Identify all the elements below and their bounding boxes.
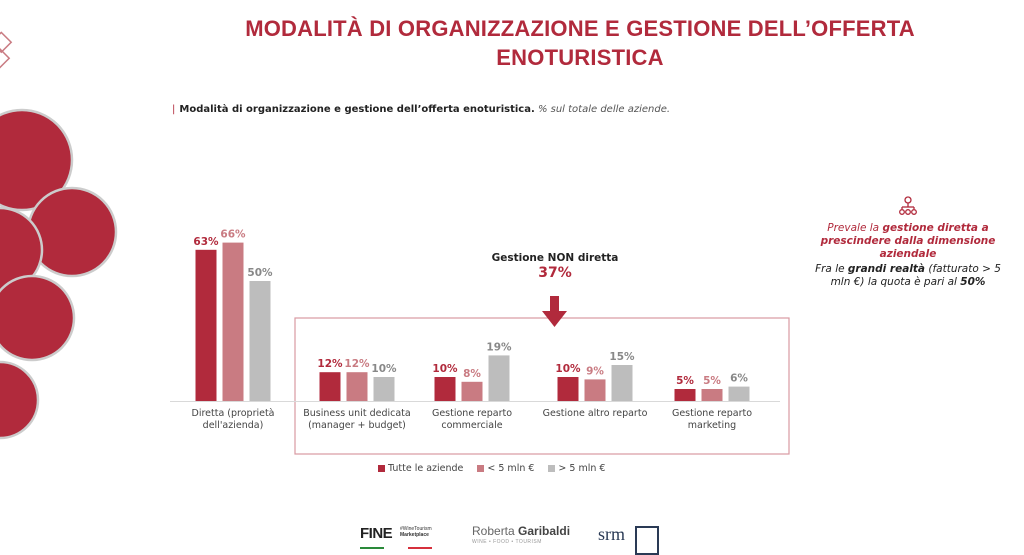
category-label: commerciale [441, 420, 502, 431]
chart-legend: Tutte le aziende < 5 mln € > 5 mln € [378, 463, 605, 474]
chart-subtitle: | Modalità di organizzazione e gestione d… [172, 104, 670, 115]
bar [674, 389, 696, 401]
bar [584, 379, 606, 401]
bar [222, 242, 244, 401]
bar [195, 249, 217, 401]
category-label: Diretta (proprietà [192, 408, 275, 419]
data-label: 8% [463, 368, 481, 380]
legend-item: > 5 mln € [548, 463, 605, 474]
category-label: marketing [688, 420, 736, 431]
data-label: 19% [486, 341, 512, 353]
data-label: 9% [586, 365, 604, 377]
decor-square [0, 47, 11, 70]
grape [0, 108, 74, 212]
grape [0, 206, 44, 294]
down-arrow-icon [542, 311, 567, 327]
bar [434, 377, 456, 401]
category-label: dell'azienda) [203, 420, 264, 431]
bar [557, 377, 579, 401]
grape [0, 360, 40, 440]
legend-swatch [477, 465, 485, 472]
category-label: (manager + budget) [308, 420, 406, 431]
roberta-garibaldi-logo: Roberta Garibaldi WINE • FOOD • TOURISM [472, 524, 571, 545]
decor-square [0, 31, 13, 54]
footer-logos: FINE #WineTourism Marketplace Roberta Gar… [350, 520, 680, 555]
data-label: 12% [344, 358, 370, 370]
bar [461, 381, 483, 401]
bar [346, 372, 368, 401]
legend-swatch [378, 465, 385, 472]
srm-logo-mark [635, 526, 659, 546]
data-label: 66% [220, 229, 246, 241]
legend-item: Tutte le aziende [378, 463, 463, 474]
bar [488, 355, 510, 401]
bar [611, 365, 633, 401]
data-label: 15% [609, 351, 635, 363]
non-direct-box [294, 317, 790, 455]
subtitle-marker: | [172, 104, 176, 115]
data-label: 50% [247, 267, 273, 279]
grape-decoration [0, 31, 118, 440]
non-direct-annotation: Gestione NON diretta 37% [470, 252, 640, 281]
fine-logo: FINE #WineTourism Marketplace [360, 525, 432, 549]
data-label: 10% [555, 363, 581, 375]
data-label: 6% [730, 373, 748, 385]
insight-box: Prevale la gestione diretta a prescinder… [808, 196, 1008, 289]
title-line-1: MODALITÀ DI ORGANIZZAZIONE E GESTIONE DE… [245, 16, 915, 41]
bar [701, 389, 723, 401]
data-label: 12% [317, 358, 343, 370]
subtitle-bold: Modalità di organizzazione e gestione de… [179, 104, 535, 115]
category-label: Gestione altro reparto [543, 408, 648, 419]
insight-line-1: Prevale la gestione diretta a prescinder… [820, 222, 996, 260]
category-label: Gestione reparto [672, 408, 752, 419]
bar [249, 281, 271, 401]
title-line-2: ENOTURISTICA [496, 45, 664, 70]
annotation-value: 37% [538, 265, 572, 281]
data-label: 5% [703, 375, 721, 387]
bar [319, 372, 341, 401]
insight-line-2: Fra le grandi realtà (fatturato > 5 mln … [815, 263, 1001, 288]
srm-logo: srm [598, 524, 625, 544]
grape [0, 274, 76, 362]
legend-item: < 5 mln € [477, 463, 534, 474]
subtitle-italic: % sul totale delle aziende. [537, 104, 671, 115]
annotation-label: Gestione NON diretta [491, 252, 619, 264]
arrow-shaft [550, 296, 559, 312]
page-title: MODALITÀ DI ORGANIZZAZIONE E GESTIONE DE… [200, 14, 960, 72]
data-label: 5% [676, 375, 694, 387]
category-label: Gestione reparto [432, 408, 512, 419]
data-label: 10% [371, 363, 397, 375]
category-label: Business unit dedicata [303, 408, 410, 419]
bar [728, 386, 750, 401]
data-label: 10% [432, 363, 458, 375]
bar [373, 377, 395, 401]
data-label: 63% [193, 236, 219, 248]
org-chart-icon [899, 196, 917, 215]
legend-swatch [548, 465, 556, 472]
